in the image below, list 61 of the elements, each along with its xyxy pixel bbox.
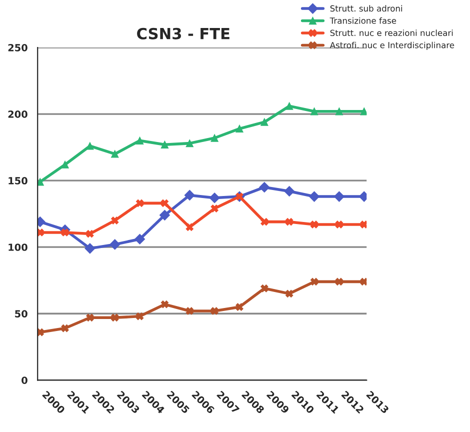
point <box>84 243 96 254</box>
point <box>310 220 318 228</box>
chart-title: CSN3 - FTE <box>137 28 230 40</box>
point <box>160 300 169 308</box>
point <box>335 278 344 286</box>
point <box>111 150 119 158</box>
point <box>61 160 69 168</box>
point <box>210 134 218 142</box>
point <box>110 239 120 250</box>
point <box>160 140 169 148</box>
point <box>260 218 268 226</box>
point <box>360 220 367 228</box>
point <box>134 234 146 244</box>
point <box>38 178 44 186</box>
point <box>284 186 295 196</box>
point <box>286 218 294 226</box>
legend-label: Astrofi. nuc e Interdisciplinare <box>330 42 454 50</box>
y-tick-label: 0 <box>22 376 28 384</box>
point <box>86 142 94 150</box>
y-tick-label: 250 <box>8 44 28 52</box>
point <box>61 324 69 332</box>
point <box>360 278 367 286</box>
point <box>335 108 344 116</box>
point <box>111 314 119 322</box>
point <box>286 290 294 298</box>
point <box>86 230 94 238</box>
point <box>236 124 244 133</box>
point <box>111 216 119 224</box>
point <box>360 108 367 116</box>
point <box>136 136 144 144</box>
legend-label: Strutt. nuc e reazioni nucleari <box>330 30 453 36</box>
point <box>310 108 318 116</box>
point <box>260 118 268 126</box>
point <box>210 204 218 212</box>
point <box>186 140 194 148</box>
point <box>309 191 320 202</box>
point <box>136 312 144 320</box>
point <box>259 182 270 192</box>
legend-label: Strutt. sub adroni <box>330 5 402 12</box>
point <box>160 199 169 208</box>
point <box>38 328 44 336</box>
y-tick-label: 100 <box>8 244 28 251</box>
point <box>136 199 144 208</box>
y-tick-label: 150 <box>8 177 28 184</box>
point <box>86 314 94 322</box>
point <box>335 220 344 228</box>
y-tick-label: 50 <box>15 310 28 318</box>
point <box>186 307 194 315</box>
point <box>186 223 194 231</box>
point <box>210 307 218 315</box>
point <box>209 192 220 204</box>
point <box>260 284 268 292</box>
point <box>310 278 318 286</box>
point <box>184 190 195 200</box>
y-tick-label: 200 <box>8 110 28 118</box>
point <box>286 102 294 110</box>
point <box>334 191 344 202</box>
point <box>236 303 244 311</box>
legend-label: Transizione fase <box>330 17 396 24</box>
point <box>159 210 170 220</box>
point <box>38 228 44 236</box>
